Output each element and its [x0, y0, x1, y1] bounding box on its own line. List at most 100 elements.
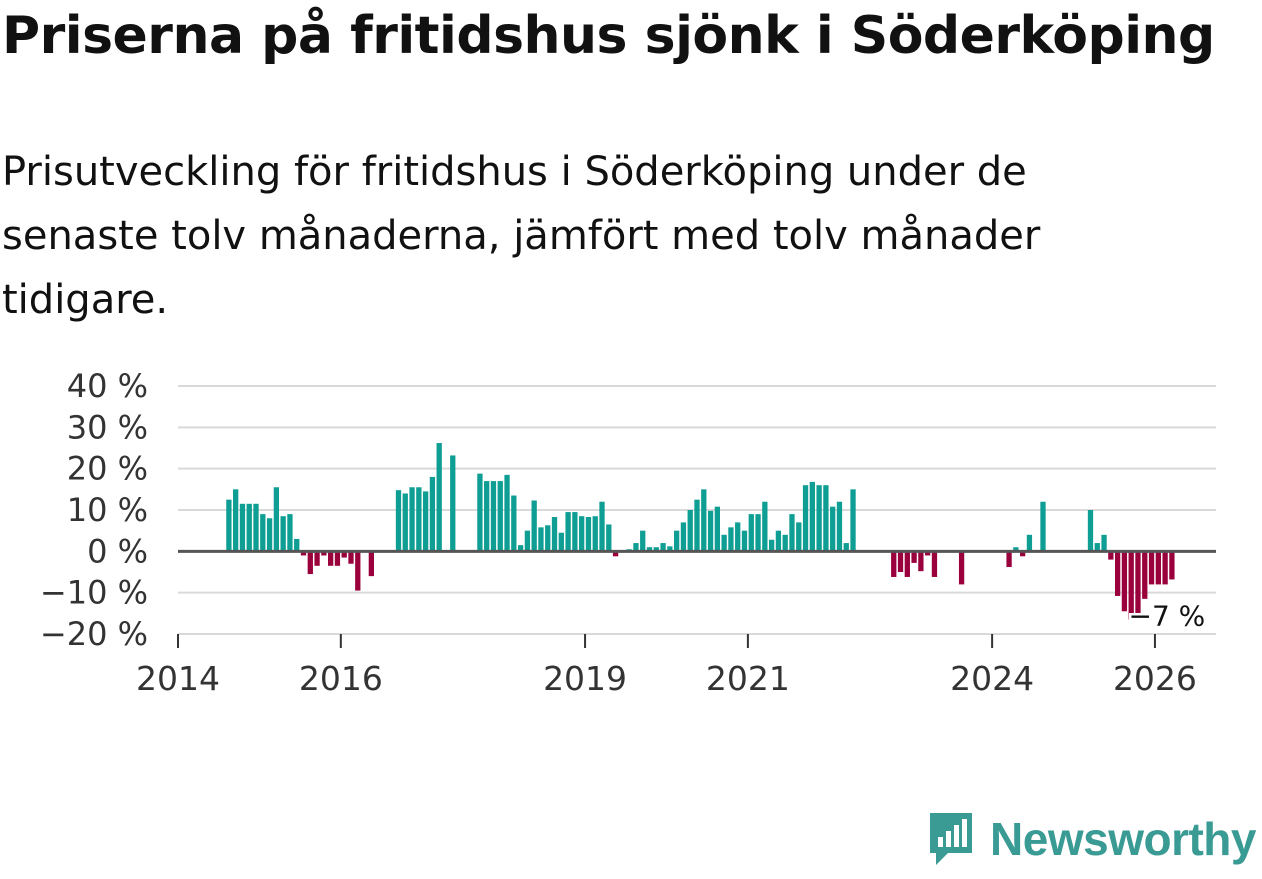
bar [653, 547, 659, 552]
chart-title: Priserna på fritidshus sjönk i Söderköpi… [2, 6, 1215, 66]
bar [1040, 501, 1046, 552]
x-tick-label: 2019 [543, 659, 627, 698]
bar [694, 499, 700, 552]
last-value-label: −7 % [1129, 599, 1206, 632]
bar [328, 551, 334, 566]
bar [911, 551, 917, 563]
bar [429, 476, 436, 552]
bar [728, 527, 734, 552]
bar [545, 525, 551, 552]
bar [1101, 534, 1107, 552]
bar [355, 551, 361, 591]
bar [755, 514, 761, 552]
x-tick-label: 2024 [950, 659, 1034, 698]
bar [307, 551, 313, 575]
bar [782, 534, 788, 552]
bar [233, 489, 239, 552]
bar [687, 510, 693, 552]
bar [300, 551, 307, 556]
y-tick-label: −10 % [40, 574, 148, 612]
bar [490, 481, 497, 552]
y-tick-label: 0 % [87, 532, 148, 570]
bar [260, 514, 266, 552]
bar [680, 522, 687, 552]
bar-chart: 40 %30 %20 %10 %0 %−10 %−20 % 2014 2016 20… [40, 367, 1216, 698]
bar [1142, 551, 1148, 599]
bar [606, 524, 612, 552]
bar [1108, 551, 1114, 560]
bar [958, 551, 965, 585]
bar [565, 512, 571, 552]
bar [1155, 551, 1161, 585]
bar [280, 516, 286, 552]
bar [802, 485, 809, 552]
bar [1128, 551, 1134, 620]
bar [707, 510, 714, 552]
bar [416, 487, 422, 552]
bar [612, 551, 619, 557]
bar [334, 551, 341, 566]
y-tick-label: −20 % [40, 615, 148, 653]
bar [538, 527, 544, 552]
bar [524, 530, 531, 552]
bar [918, 551, 924, 572]
bar [531, 500, 537, 552]
bar [314, 551, 320, 566]
bar [422, 491, 429, 552]
bar [368, 551, 374, 577]
bar [748, 514, 754, 552]
bar [572, 512, 578, 552]
bar [721, 534, 727, 552]
bar [599, 501, 605, 552]
bar [816, 485, 822, 552]
bar [925, 551, 931, 556]
bar [409, 487, 415, 552]
bar [897, 551, 904, 572]
bar [226, 499, 232, 552]
bar [1094, 543, 1100, 552]
newsworthy-logo-icon [930, 813, 973, 865]
bar [891, 551, 897, 577]
bar [1121, 551, 1128, 612]
bar [504, 474, 510, 552]
bar [450, 455, 456, 552]
bar [1114, 551, 1121, 596]
bar [762, 501, 768, 552]
bar [1006, 551, 1012, 568]
bar [796, 522, 802, 552]
x-tick-label: 2021 [706, 659, 790, 698]
bar [735, 522, 741, 552]
bar [558, 532, 564, 552]
x-tick-label: 2026 [1113, 659, 1197, 698]
bar [266, 518, 273, 552]
bar [511, 495, 517, 552]
bar [585, 517, 592, 552]
bar [551, 517, 558, 552]
bar [1013, 547, 1019, 552]
bar [1162, 551, 1168, 585]
bar [497, 481, 503, 552]
bar [1026, 534, 1033, 552]
bar [836, 501, 843, 552]
bar [239, 503, 246, 552]
bar [484, 481, 490, 552]
bar [931, 551, 938, 577]
y-tick-label: 20 % [67, 450, 148, 488]
bar [273, 487, 280, 552]
bar [843, 543, 849, 552]
y-tick-label: 30 % [67, 408, 148, 446]
bar [640, 530, 646, 552]
bar [667, 546, 673, 552]
bar [850, 489, 856, 552]
bar [253, 503, 259, 552]
bar [579, 516, 585, 552]
x-tick-label: 2016 [299, 659, 383, 698]
bar [477, 473, 483, 552]
bar [741, 530, 748, 552]
bar [517, 545, 524, 552]
bar [592, 516, 598, 552]
axes [177, 549, 1216, 648]
bar [436, 443, 442, 552]
bar [775, 530, 782, 552]
bar [646, 547, 653, 552]
